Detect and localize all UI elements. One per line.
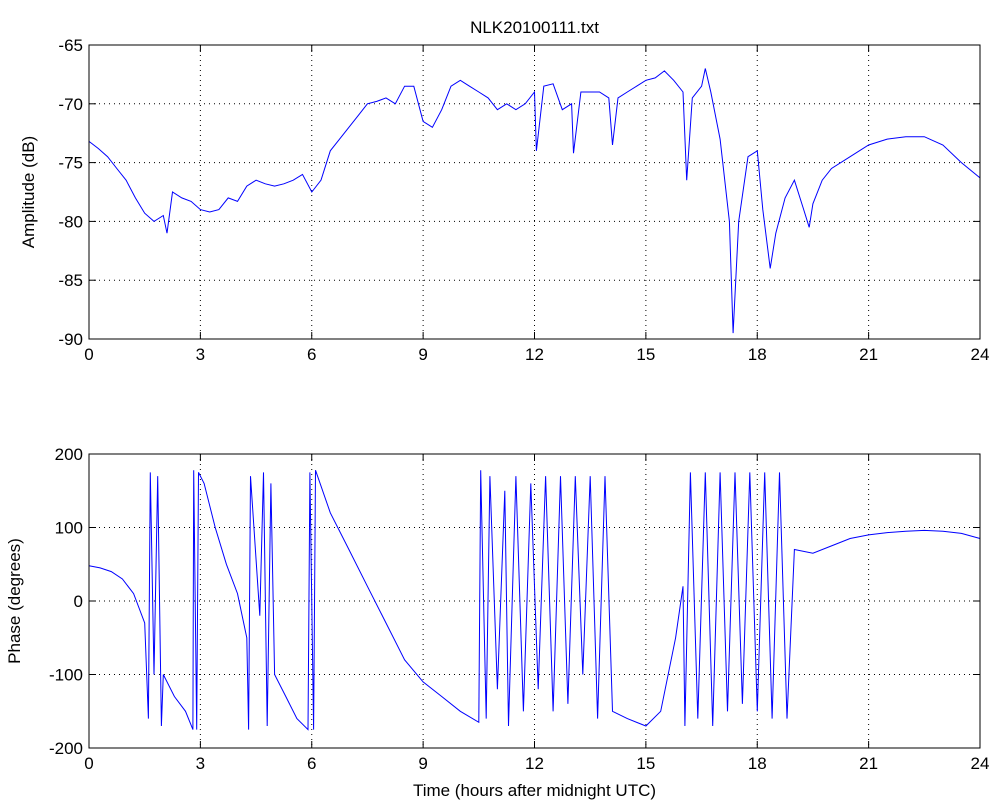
x-axis-label: Time (hours after midnight UTC)	[413, 781, 656, 800]
y-tick-label: 100	[55, 519, 83, 538]
y-tick-label: -85	[58, 271, 83, 290]
y-tick-label: -75	[58, 154, 83, 173]
x-tick-label: 9	[418, 754, 427, 773]
x-tick-label: 24	[971, 345, 990, 364]
y-tick-label: 200	[55, 445, 83, 464]
y-tick-label: -200	[49, 739, 83, 758]
axes-frame	[88, 44, 981, 340]
y-axis-label: Amplitude (dB)	[19, 136, 38, 248]
axes-frame	[88, 453, 981, 749]
plot-area	[89, 45, 980, 339]
y-tick-label: -100	[49, 666, 83, 685]
y-axis-label: Phase (degrees)	[5, 538, 24, 664]
x-tick-label: 12	[525, 754, 544, 773]
x-tick-label: 6	[307, 345, 316, 364]
x-tick-label: 15	[636, 754, 655, 773]
y-tick-label: -80	[58, 212, 83, 231]
x-tick-label: 18	[748, 754, 767, 773]
y-tick-label: 0	[74, 592, 83, 611]
x-tick-label: 0	[84, 754, 93, 773]
x-tick-label: 0	[84, 345, 93, 364]
chart-title: NLK20100111.txt	[470, 18, 599, 37]
x-tick-label: 9	[418, 345, 427, 364]
x-tick-label: 18	[748, 345, 767, 364]
x-tick-label: 15	[636, 345, 655, 364]
x-tick-label: 21	[859, 345, 878, 364]
x-tick-label: 24	[971, 754, 990, 773]
x-tick-label: 3	[196, 345, 205, 364]
y-tick-label: -70	[58, 95, 83, 114]
y-tick-label: -65	[58, 36, 83, 55]
data-line	[88, 470, 981, 731]
x-tick-label: 12	[525, 345, 544, 364]
y-tick-label: -90	[58, 330, 83, 349]
x-tick-label: 6	[307, 754, 316, 773]
x-tick-label: 21	[859, 754, 878, 773]
data-line	[88, 68, 981, 334]
x-tick-label: 3	[196, 754, 205, 773]
